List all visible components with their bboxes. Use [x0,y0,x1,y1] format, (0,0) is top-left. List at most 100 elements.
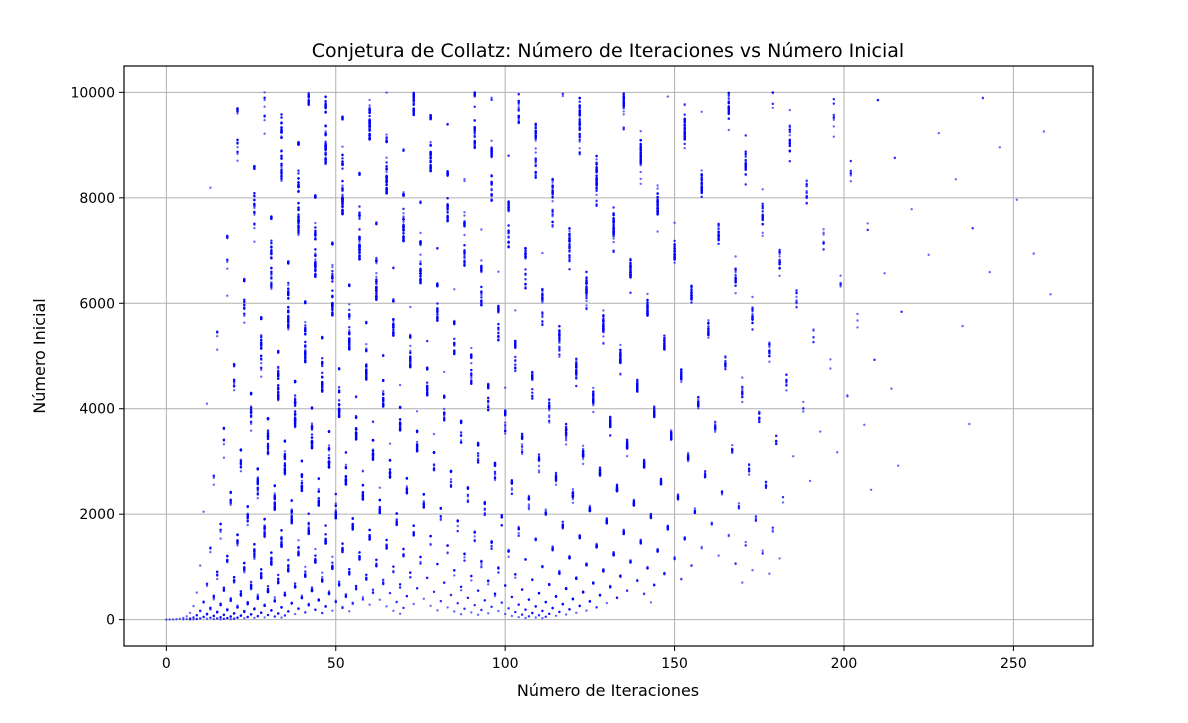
data-point [229,498,232,501]
data-point [561,520,564,523]
data-point [510,479,514,482]
data-point [754,515,758,518]
data-point [195,591,198,594]
data-point [690,564,693,567]
data-point [463,559,466,562]
data-point [463,556,466,559]
data-point [622,528,625,531]
data-point [171,618,175,621]
data-point [663,571,666,574]
data-point [487,396,490,400]
data-point [239,590,243,593]
data-point [500,601,503,604]
data-point [473,530,476,533]
data-point [246,505,249,508]
data-point [415,429,419,432]
data-point [236,533,239,536]
data-point [636,378,639,382]
data-point [324,605,327,608]
data-point [466,498,470,502]
data-point [253,547,256,551]
data-point [378,505,381,509]
data-point [361,596,365,599]
data-point [731,443,734,447]
data-point [212,598,215,601]
data-point [426,384,429,387]
data-point [426,576,429,579]
data-point [470,574,473,578]
data-point [548,414,551,417]
data-point [365,573,368,576]
data-point [253,557,256,561]
data-point [368,603,371,606]
data-point [609,584,612,588]
data-point [398,418,402,421]
data-point [222,443,226,446]
data-point [456,602,459,605]
data-point [361,597,365,601]
data-point [785,378,788,381]
data-point [500,513,503,517]
data-point [514,366,517,369]
data-point [802,410,805,413]
data-point [246,519,249,522]
data-point [575,611,578,614]
data-point [280,616,283,619]
data-point [527,494,531,498]
data-point [781,501,785,504]
data-point [751,569,754,572]
data-point [531,578,534,581]
data-point [222,438,226,441]
data-point [226,616,229,620]
data-point [771,526,774,529]
data-point [378,486,381,489]
data-point [344,463,348,466]
data-point [449,593,453,597]
data-point [344,474,348,478]
data-point [266,585,270,588]
data-point [283,439,287,442]
data-point [802,406,805,410]
data-point [446,551,449,554]
data-point [598,466,602,469]
data-point [764,483,768,487]
data-point [775,439,778,442]
data-point [337,403,341,406]
data-point [293,379,297,383]
data-point [676,493,680,496]
data-point [625,589,629,592]
data-point [256,492,259,495]
data-point [243,561,246,565]
data-point [290,601,293,605]
grid [124,66,1093,646]
data-point [382,378,385,382]
data-point [487,408,490,411]
data-point [409,575,412,579]
data-point [415,587,419,590]
data-point [568,607,571,611]
data-point [510,614,514,618]
data-point [443,416,446,419]
data-point [432,590,436,593]
data-point [398,612,402,615]
data-point [612,551,615,554]
data-point [212,474,215,477]
data-point [385,543,388,546]
data-point [398,421,402,424]
data-point [551,606,554,610]
data-point [260,611,263,614]
data-point [703,470,707,473]
data-point [697,398,700,401]
data-point [344,465,348,469]
data-point [361,490,365,494]
data-point [517,603,520,606]
data-point [554,614,558,617]
data-point [534,537,537,540]
data-point [846,394,849,397]
data-point [653,583,656,586]
data-point [232,578,236,582]
data-point [493,461,497,464]
data-point [443,411,446,414]
data-point [459,439,463,442]
